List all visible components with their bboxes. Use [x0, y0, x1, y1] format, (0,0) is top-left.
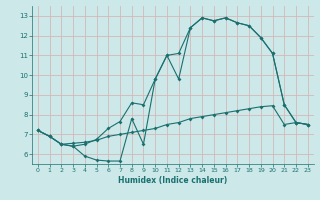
X-axis label: Humidex (Indice chaleur): Humidex (Indice chaleur) [118, 176, 228, 185]
